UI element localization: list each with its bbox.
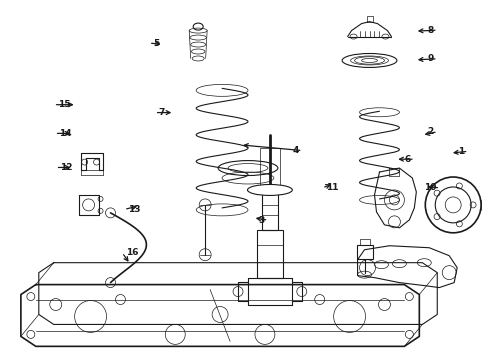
Bar (257, 230, 283, 278)
Text: 7: 7 (159, 108, 165, 117)
Text: 8: 8 (428, 26, 434, 35)
Ellipse shape (247, 184, 293, 195)
Text: 13: 13 (128, 205, 141, 214)
Text: 14: 14 (59, 129, 71, 138)
Bar (260, 148, 280, 190)
Text: 9: 9 (427, 54, 434, 63)
Text: 1: 1 (458, 147, 465, 156)
Text: 11: 11 (326, 183, 339, 192)
Text: 3: 3 (258, 216, 265, 225)
Bar (262, 190, 278, 230)
Text: 12: 12 (60, 163, 72, 172)
Text: 15: 15 (58, 100, 70, 109)
Text: 10: 10 (424, 183, 436, 192)
Bar (357, 245, 372, 259)
Text: 4: 4 (292, 146, 298, 155)
Text: 16: 16 (126, 248, 139, 257)
Text: 5: 5 (153, 39, 159, 48)
Text: 6: 6 (405, 155, 411, 164)
Text: 2: 2 (428, 127, 434, 136)
